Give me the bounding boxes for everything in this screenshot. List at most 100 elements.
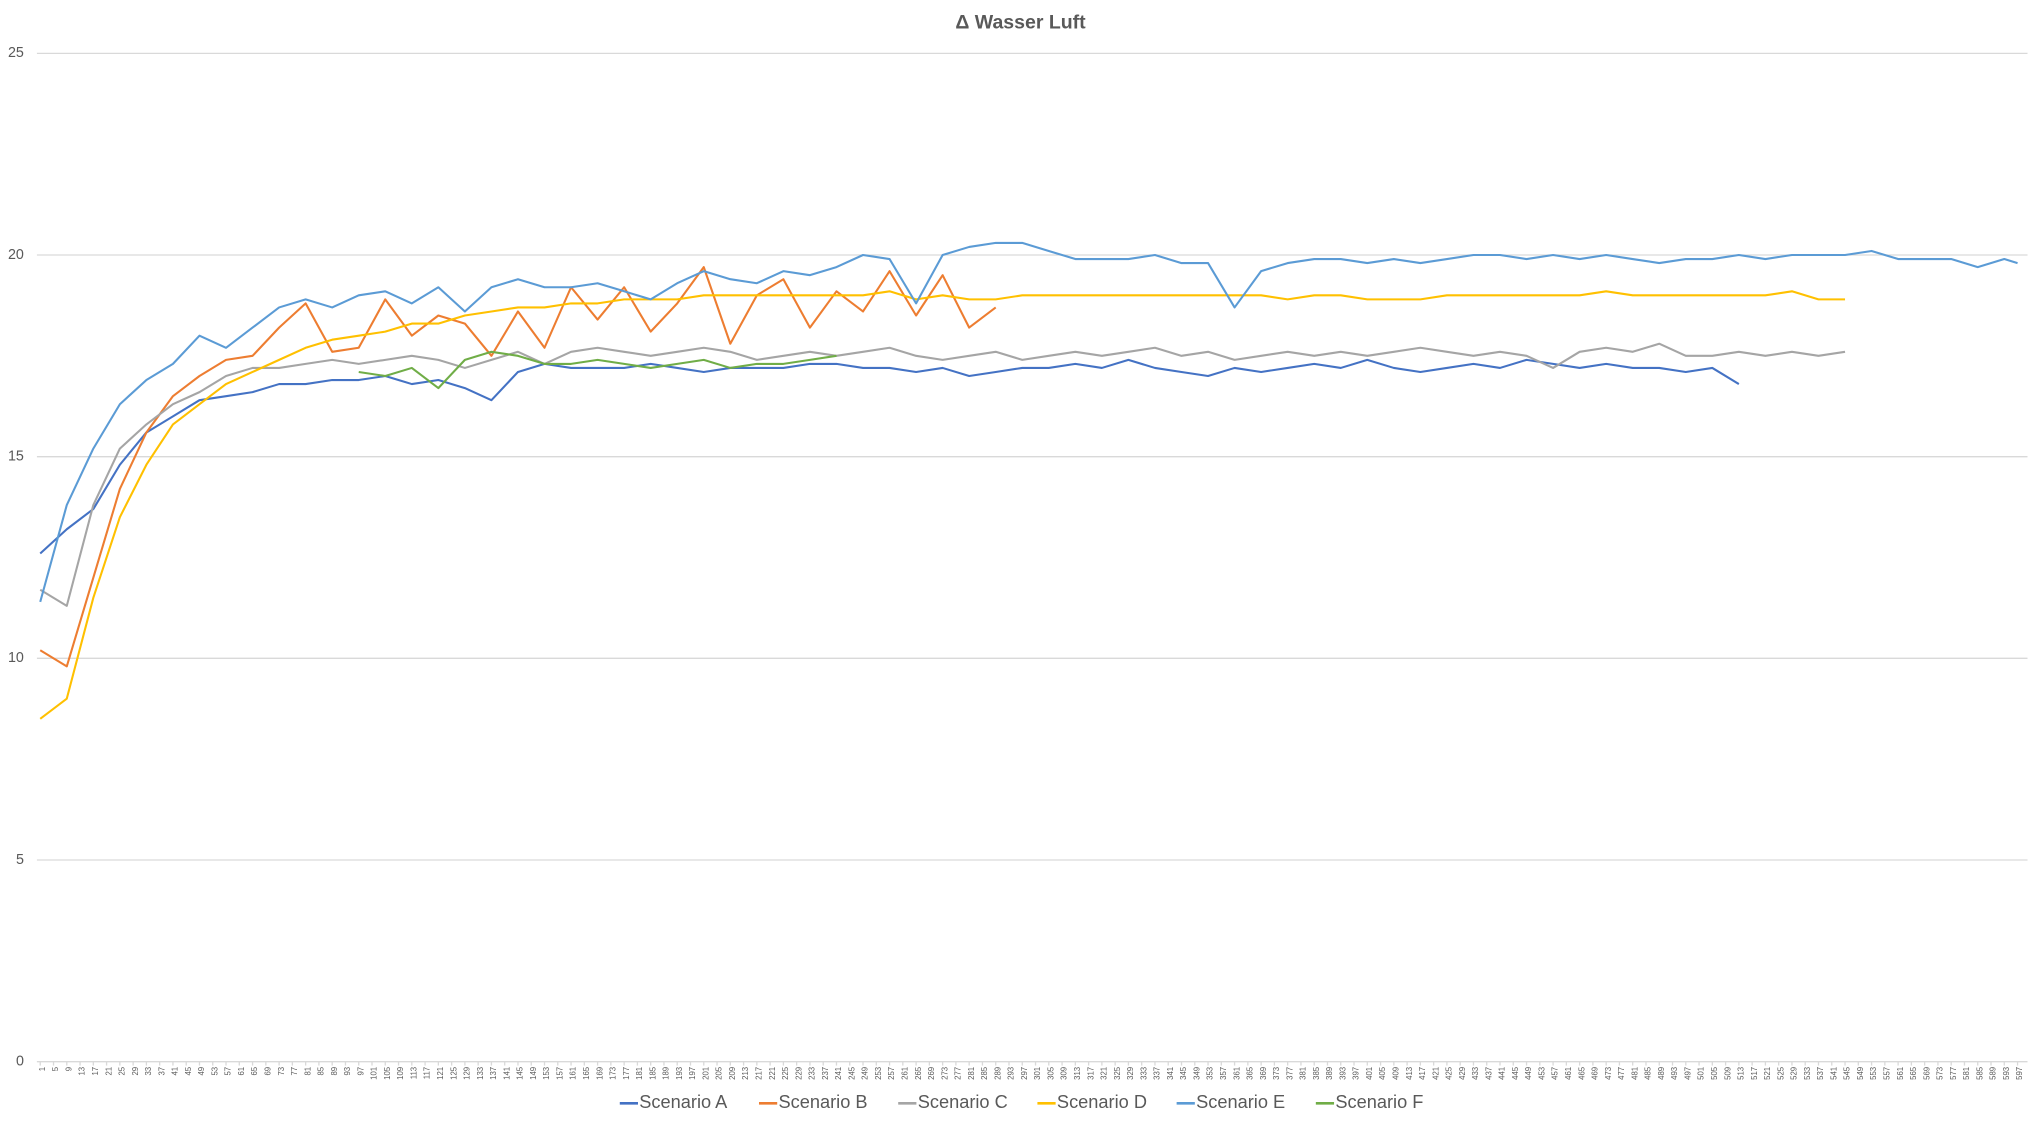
x-tick-label: 309 (1060, 1067, 1069, 1080)
x-tick-label: 153 (542, 1067, 551, 1080)
y-tick-label: 15 (8, 448, 24, 464)
x-tick-label: 37 (157, 1067, 166, 1076)
x-tick-label: 337 (1153, 1067, 1162, 1080)
x-tick-label: 577 (1949, 1067, 1958, 1080)
x-tick-label: 41 (171, 1067, 180, 1076)
x-tick-label: 413 (1405, 1067, 1414, 1080)
x-tick-label: 509 (1723, 1067, 1732, 1080)
x-tick-label: 73 (277, 1067, 286, 1076)
x-tick-label: 9 (64, 1067, 73, 1071)
series-line (39, 241, 2018, 603)
x-tick-label: 205 (715, 1066, 724, 1080)
x-tick-label: 541 (1829, 1067, 1838, 1080)
x-tick-label: 549 (1856, 1067, 1865, 1080)
x-tick-label: 429 (1458, 1067, 1467, 1080)
y-tick-label: 0 (16, 1053, 24, 1069)
x-tick-label: 349 (1192, 1067, 1201, 1080)
series-line (358, 350, 837, 390)
x-tick-label: 233 (808, 1067, 817, 1080)
x-tick-label: 317 (1086, 1067, 1095, 1080)
x-tick-label: 333 (1139, 1067, 1148, 1080)
legend-label: Scenario F (1335, 1092, 1423, 1112)
x-tick-label: 545 (1843, 1066, 1852, 1080)
x-tick-label: 141 (502, 1067, 511, 1080)
x-tick-label: 89 (330, 1067, 339, 1076)
x-tick-label: 361 (1232, 1067, 1241, 1080)
x-tick-label: 113 (409, 1067, 418, 1079)
x-tick-label: 33 (144, 1067, 153, 1076)
legend-label: Scenario C (918, 1092, 1008, 1112)
x-tick-label: 281 (967, 1067, 976, 1080)
series-line (39, 290, 1846, 720)
x-tick-label: 265 (914, 1066, 923, 1080)
x-tick-label: 437 (1484, 1067, 1493, 1080)
x-tick-label: 269 (927, 1067, 936, 1080)
x-tick-label: 173 (609, 1067, 618, 1080)
x-tick-label: 121 (436, 1067, 445, 1080)
x-tick-label: 85 (317, 1066, 326, 1075)
x-tick-label: 441 (1498, 1067, 1507, 1080)
x-tick-label: 217 (755, 1067, 764, 1080)
x-tick-label: 273 (940, 1067, 949, 1080)
x-tick-label: 161 (569, 1067, 578, 1080)
x-tick-label: 193 (675, 1067, 684, 1080)
x-tick-label: 13 (78, 1067, 87, 1076)
x-tick-label: 157 (555, 1067, 564, 1080)
x-tick-label: 389 (1325, 1067, 1334, 1080)
x-tick-label: 257 (887, 1067, 896, 1080)
x-tick-label: 21 (104, 1067, 113, 1076)
x-tick-label: 241 (834, 1067, 843, 1080)
x-tick-label: 585 (1975, 1066, 1984, 1080)
x-tick-label: 405 (1378, 1066, 1387, 1080)
x-tick-label: 17 (91, 1067, 100, 1076)
x-tick-label: 489 (1657, 1067, 1666, 1080)
x-tick-label: 325 (1113, 1066, 1122, 1080)
series-line (39, 266, 997, 668)
y-tick-label: 10 (8, 650, 24, 666)
x-tick-label: 409 (1391, 1067, 1400, 1080)
legend-label: Scenario A (639, 1092, 728, 1112)
series-line (39, 342, 1846, 607)
x-tick-label: 453 (1537, 1067, 1546, 1080)
x-tick-label: 433 (1471, 1067, 1480, 1080)
x-tick-label: 341 (1166, 1067, 1175, 1080)
legend-label: Scenario D (1057, 1092, 1147, 1112)
x-tick-label: 373 (1272, 1067, 1281, 1080)
x-tick-label: 149 (529, 1067, 538, 1080)
x-tick-label: 393 (1338, 1067, 1347, 1080)
x-tick-label: 181 (635, 1067, 644, 1080)
x-tick-label: 105 (383, 1066, 392, 1080)
x-tick-label: 57 (224, 1067, 233, 1076)
x-tick-label: 45 (184, 1066, 193, 1075)
x-tick-label: 557 (1883, 1067, 1892, 1080)
x-tick-label: 189 (662, 1067, 671, 1080)
x-tick-label: 53 (210, 1067, 219, 1076)
x-tick-label: 397 (1352, 1067, 1361, 1080)
x-tick-label: 229 (794, 1067, 803, 1080)
x-tick-label: 417 (1418, 1067, 1427, 1080)
x-tick-label: 497 (1683, 1067, 1692, 1080)
chart-title: Δ Wasser Luft (955, 12, 1086, 34)
x-tick-label: 93 (343, 1067, 352, 1076)
x-tick-label: 125 (449, 1066, 458, 1080)
x-tick-label: 245 (847, 1066, 856, 1080)
x-tick-label: 593 (2002, 1067, 2011, 1080)
x-tick-label: 425 (1445, 1066, 1454, 1080)
y-tick-label: 25 (8, 45, 24, 61)
x-tick-label: 465 (1577, 1066, 1586, 1080)
x-tick-label: 221 (768, 1067, 777, 1080)
x-tick-label: 513 (1737, 1067, 1746, 1080)
series-line (39, 358, 1740, 555)
x-tick-label: 97 (356, 1067, 365, 1076)
x-tick-label: 353 (1206, 1067, 1215, 1080)
x-tick-label: 537 (1816, 1067, 1825, 1080)
x-tick-label: 377 (1285, 1067, 1294, 1080)
x-tick-label: 197 (688, 1067, 697, 1080)
x-tick-label: 533 (1803, 1067, 1812, 1080)
x-tick-label: 61 (237, 1067, 246, 1076)
x-tick-label: 517 (1750, 1067, 1759, 1080)
x-tick-label: 109 (396, 1067, 405, 1080)
x-tick-label: 569 (1922, 1067, 1931, 1080)
x-tick-label: 345 (1179, 1066, 1188, 1080)
